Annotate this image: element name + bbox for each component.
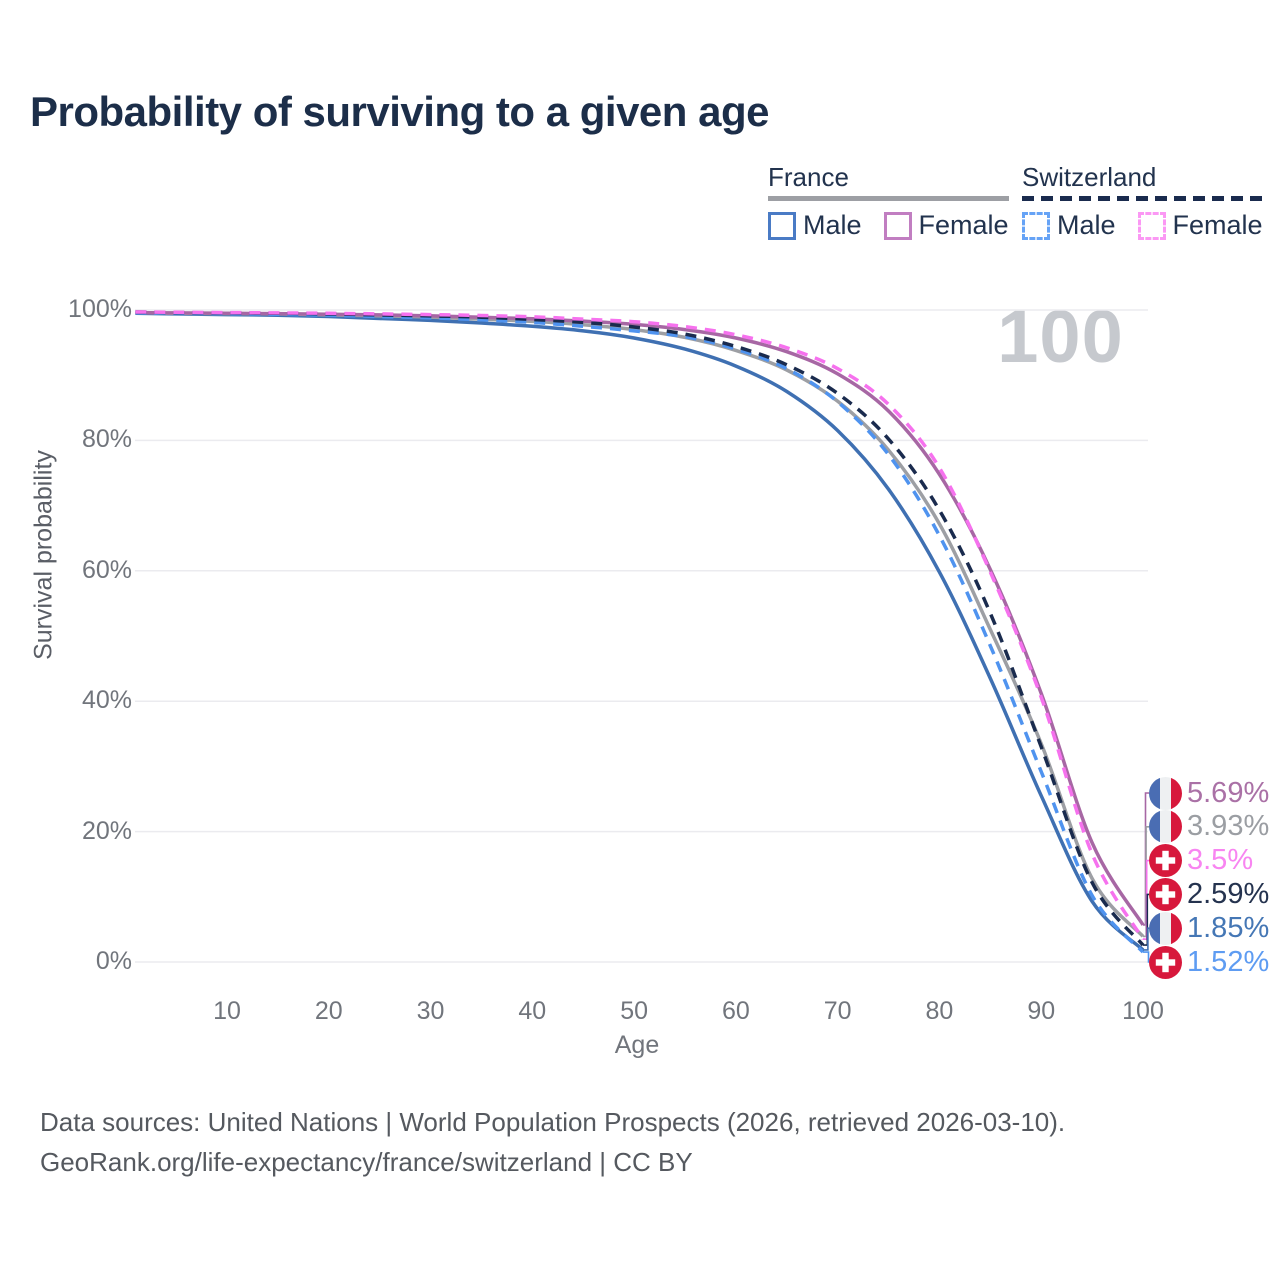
legend-group-switzerland: Switzerland Male Female — [1022, 162, 1263, 241]
curve-france-both-sexes[interactable] — [135, 310, 1145, 938]
switzerland-line-style-swatch — [1022, 196, 1263, 201]
end-label-value: 1.52% — [1187, 945, 1270, 978]
switzerland-flag-icon — [1149, 877, 1182, 911]
france-flag-icon — [1149, 776, 1182, 810]
france-female-swatch-icon — [883, 211, 912, 240]
x-tick-label-20: 20 — [314, 997, 343, 1025]
legend-label: Female — [1172, 210, 1263, 240]
curve-switzerland-female[interactable] — [135, 310, 1145, 941]
y-tick-label-100: 100% — [68, 295, 132, 323]
y-tick-label-40: 40% — [81, 686, 132, 715]
end-label-switzerland-both-sexes[interactable]: 2.59% — [1149, 877, 1270, 911]
age-cursor-watermark: 100 — [997, 295, 1124, 378]
x-tick-label-100: 100 — [1122, 997, 1164, 1025]
switzerland-female-swatch-icon — [1137, 211, 1166, 240]
legend-item-france-female[interactable]: Female — [883, 210, 1009, 241]
legend-item-switzerland-female[interactable]: Female — [1137, 210, 1263, 241]
france-line-style-swatch — [768, 196, 1009, 201]
y-tick-label-20: 20% — [81, 816, 132, 845]
x-tick-label-50: 50 — [620, 997, 648, 1025]
end-label-switzerland-female[interactable]: 3.5% — [1149, 844, 1254, 878]
curve-switzerland-both-sexes[interactable] — [135, 310, 1145, 947]
footer-attribution: GeoRank.org/life-expectancy/france/switz… — [40, 1147, 693, 1177]
end-label-france-female[interactable]: 5.69% — [1149, 776, 1270, 810]
x-axis-title: Age — [614, 1031, 660, 1059]
legend-label: Male — [803, 210, 862, 240]
legend-header-france[interactable]: France — [768, 162, 849, 192]
end-label-value: 5.69% — [1187, 776, 1270, 809]
legend-group-france: France Male Female — [768, 162, 1009, 241]
x-tick-label-40: 40 — [518, 997, 547, 1025]
x-tick-label-90: 90 — [1027, 997, 1056, 1025]
legend-item-france-male[interactable]: Male — [768, 210, 862, 241]
legend-header-switzerland[interactable]: Switzerland — [1022, 162, 1157, 192]
x-tick-label-30: 30 — [416, 997, 445, 1025]
france-flag-icon — [1149, 810, 1182, 844]
end-label-france-male[interactable]: 1.85% — [1149, 911, 1270, 945]
switzerland-male-swatch-icon — [1022, 211, 1050, 240]
end-label-connector-switzerland-both-sexes — [1143, 893, 1149, 946]
footer-data-sources: Data sources: United Nations | World Pop… — [40, 1107, 1066, 1137]
end-label-france-both-sexes[interactable]: 3.93% — [1149, 810, 1270, 844]
legend-label: Male — [1057, 210, 1116, 240]
end-label-connector-switzerland-male — [1143, 951, 1150, 963]
end-label-value: 1.85% — [1187, 911, 1270, 944]
x-tick-label-80: 80 — [925, 997, 954, 1025]
end-label-switzerland-male[interactable]: 1.52% — [1149, 945, 1270, 979]
x-tick-label-10: 10 — [213, 997, 241, 1025]
legend-label: Female — [918, 210, 1009, 240]
x-tick-label-70: 70 — [823, 997, 852, 1025]
y-tick-label-80: 80% — [81, 425, 132, 454]
end-label-value: 2.59% — [1187, 877, 1270, 910]
switzerland-flag-icon — [1149, 945, 1182, 979]
page-title: Probability of surviving to a given age — [30, 88, 769, 135]
france-flag-icon — [1149, 911, 1182, 945]
end-label-connector-france-male — [1143, 927, 1149, 951]
x-tick-label-60: 60 — [721, 997, 750, 1025]
footer: Data sources: United Nations | World Pop… — [40, 1102, 1065, 1182]
end-label-value: 3.93% — [1187, 810, 1270, 843]
y-tick-label-60: 60% — [81, 555, 132, 584]
switzerland-flag-icon — [1149, 844, 1182, 878]
france-male-swatch-icon — [768, 211, 796, 240]
legend-item-switzerland-male[interactable]: Male — [1022, 210, 1116, 241]
end-label-value: 3.5% — [1187, 844, 1254, 877]
y-tick-label-0: 0% — [95, 947, 132, 975]
